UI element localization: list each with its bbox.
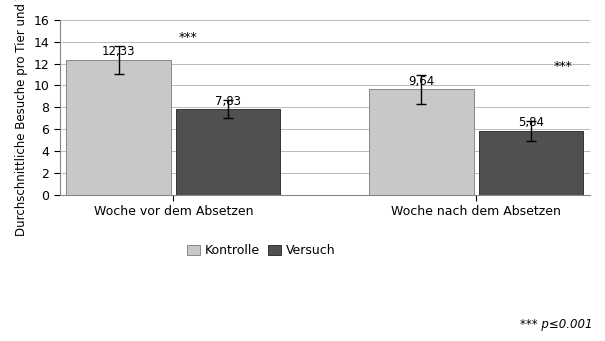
Bar bbox=[176, 109, 281, 195]
Legend: Kontrolle, Versuch: Kontrolle, Versuch bbox=[182, 239, 341, 262]
Y-axis label: Durchschnittliche Besuche pro Tier und Tag: Durchschnittliche Besuche pro Tier und T… bbox=[15, 0, 28, 236]
Text: ***: *** bbox=[554, 60, 573, 73]
Bar bbox=[479, 131, 583, 195]
Bar bbox=[370, 89, 474, 195]
Text: ***: *** bbox=[179, 31, 198, 44]
Bar bbox=[67, 60, 171, 195]
Text: *** p≤0.001: *** p≤0.001 bbox=[520, 318, 593, 331]
Text: 5,84: 5,84 bbox=[518, 116, 544, 129]
Text: 12,33: 12,33 bbox=[102, 45, 136, 58]
Text: 7,83: 7,83 bbox=[215, 94, 241, 107]
Text: 9,64: 9,64 bbox=[408, 75, 434, 88]
